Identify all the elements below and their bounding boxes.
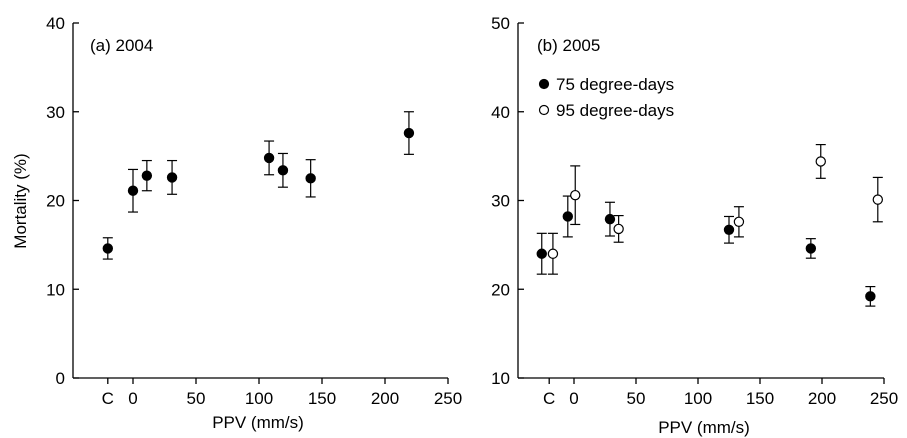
panel-b-point-series-1: [733, 216, 745, 227]
panel-a-y-tick-label: 30: [46, 103, 65, 122]
legend-marker-95-degree-days: [538, 104, 550, 116]
panel-a-x-axis-title: PPV (mm/s): [212, 413, 304, 432]
panel-b-point-series-1: [815, 156, 826, 167]
panel-b-x-tick-label: 150: [746, 389, 774, 408]
panel-b-x-tick-label: 100: [684, 389, 712, 408]
panel-a-y-tick-label: 10: [46, 280, 65, 299]
panel-b-point-series-1: [613, 223, 624, 235]
panel-b-point-series-1: [570, 189, 581, 201]
panel-a-x-tick-label: 200: [371, 389, 399, 408]
panel-a-x-tick-label: 100: [245, 389, 273, 408]
panel-b-x-tick-label: 50: [627, 389, 646, 408]
panel-b-x-tick-label: C: [543, 389, 555, 408]
panel-b-marks: 10 20 30 40 50 C 0 50 100 150 200 250: [491, 14, 898, 408]
panel-b-y-tick-label: 20: [491, 280, 510, 299]
panel-b-point-series-0: [805, 243, 817, 254]
panel-b-point-series-0: [562, 211, 574, 222]
panel-a-y-tick-label: 20: [46, 192, 65, 211]
panel-a-y-axis-title: Mortality (%): [11, 153, 30, 248]
legend: 75 degree-days 95 degree-days: [538, 75, 674, 120]
panel-a-point-series-0: [277, 165, 289, 176]
panel-a-point-series-0: [305, 173, 316, 184]
panel-b-x-axis-title: PPV (mm/s): [658, 418, 750, 437]
panel-b-y-tick-label: 40: [491, 103, 510, 122]
panel-a-point-series-0: [102, 243, 114, 254]
panel-b-point-series-1: [547, 248, 559, 259]
panel-b-x-tick-label: 200: [808, 389, 836, 408]
panel-b-x-tick-label: 250: [870, 389, 898, 408]
panel-b-2005: 10 20 30 40 50 C 0 50 100 150 200 250 (b) 2005 PPV …: [491, 14, 898, 437]
panel-b-point-series-1: [872, 194, 884, 205]
panel-a-point-series-0: [263, 152, 275, 164]
panel-a-point-series-0: [127, 185, 139, 196]
panel-b-y-tick-label: 50: [491, 14, 510, 33]
panel-a-x-tick-label: 50: [187, 389, 206, 408]
panel-b-point-series-0: [865, 291, 876, 302]
panel-b-x-tick-label: 0: [569, 389, 578, 408]
panel-a-point-series-0: [166, 172, 178, 183]
panel-a-x-tick-label: 150: [308, 389, 336, 408]
legend-label-75-degree-days: 75 degree-days: [556, 75, 674, 94]
panel-b-label: (b) 2005: [537, 36, 600, 55]
panel-a-y-tick-label: 40: [46, 14, 65, 33]
panel-b-point-series-0: [723, 224, 735, 235]
panel-a-x-tick-label: C: [102, 389, 114, 408]
panel-a-point-series-0: [403, 127, 415, 139]
legend-marker-75-degree-days: [538, 78, 550, 90]
panel-a-x-tick-label: 0: [128, 389, 137, 408]
panel-a-y-tick-label: 0: [56, 369, 65, 388]
panel-b-y-tick-label: 30: [491, 192, 510, 211]
panel-a-point-series-0: [141, 170, 153, 181]
panel-a-x-tick-label: 250: [434, 389, 462, 408]
panel-a-label: (a) 2004: [90, 36, 153, 55]
panel-b-point-series-0: [536, 248, 547, 259]
legend-label-95-degree-days: 95 degree-days: [556, 101, 674, 120]
panel-b-point-series-0: [604, 213, 616, 225]
panel-b-y-tick-label: 10: [491, 369, 510, 388]
